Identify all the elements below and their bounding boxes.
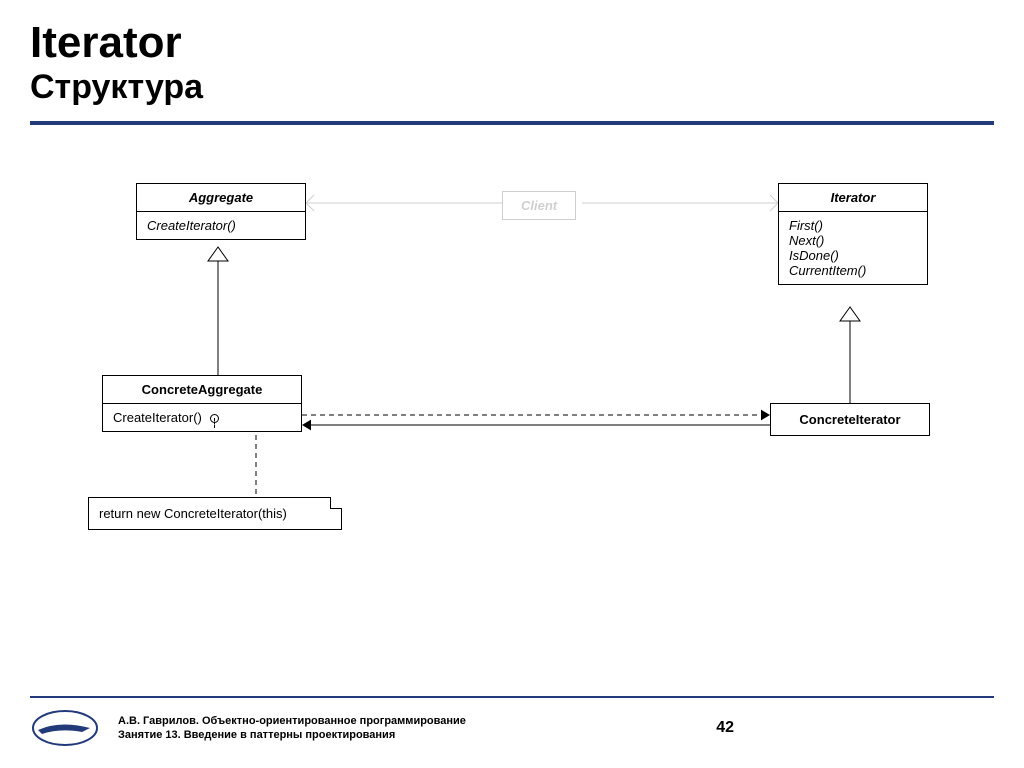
uml-class-concreteaggregate: ConcreteAggregate CreateIterator() xyxy=(102,375,302,432)
method: Next() xyxy=(789,233,917,248)
title-area: Iterator Структура xyxy=(0,0,1024,115)
note-text: return new ConcreteIterator(this) xyxy=(99,506,287,521)
uml-class-iterator: IteratorFirst()Next()IsDone()CurrentItem… xyxy=(778,183,928,285)
uml-class-concreteiterator: ConcreteIterator xyxy=(770,403,930,436)
footer-line1: А.В. Гаврилов. Объектно-ориентированное … xyxy=(118,714,698,728)
footer-line2: Занятие 13. Введение в паттерны проектир… xyxy=(118,728,698,742)
class-name: ConcreteAggregate xyxy=(103,376,301,404)
uml-class-aggregate: Aggregate CreateIterator() xyxy=(136,183,306,240)
uml-class-client: Client xyxy=(502,191,576,220)
method: CurrentItem() xyxy=(789,263,917,278)
class-name: ConcreteIterator xyxy=(771,404,929,435)
title-main: Iterator xyxy=(30,18,994,68)
class-methods: First()Next()IsDone()CurrentItem() xyxy=(779,212,927,284)
footer-rule xyxy=(30,696,994,698)
uml-diagram: AggregateCreateIterator()IteratorFirst()… xyxy=(0,125,1024,595)
uml-note: return new ConcreteIterator(this) xyxy=(88,497,342,530)
note-fold-icon xyxy=(330,497,342,509)
method: CreateIterator() xyxy=(147,218,295,233)
class-name: Iterator xyxy=(779,184,927,212)
method: CreateIterator() xyxy=(113,410,291,425)
slide-number: 42 xyxy=(716,719,734,737)
class-methods: CreateIterator() xyxy=(103,404,301,431)
class-name: Aggregate xyxy=(137,184,305,212)
footer: А.В. Гаврилов. Объектно-ориентированное … xyxy=(0,696,1024,768)
method: First() xyxy=(789,218,917,233)
title-sub: Структура xyxy=(30,68,994,107)
footer-text: А.В. Гаврилов. Объектно-ориентированное … xyxy=(118,714,698,743)
class-methods: CreateIterator() xyxy=(137,212,305,239)
method: IsDone() xyxy=(789,248,917,263)
note-anchor-icon xyxy=(210,414,219,423)
logo xyxy=(30,708,100,748)
